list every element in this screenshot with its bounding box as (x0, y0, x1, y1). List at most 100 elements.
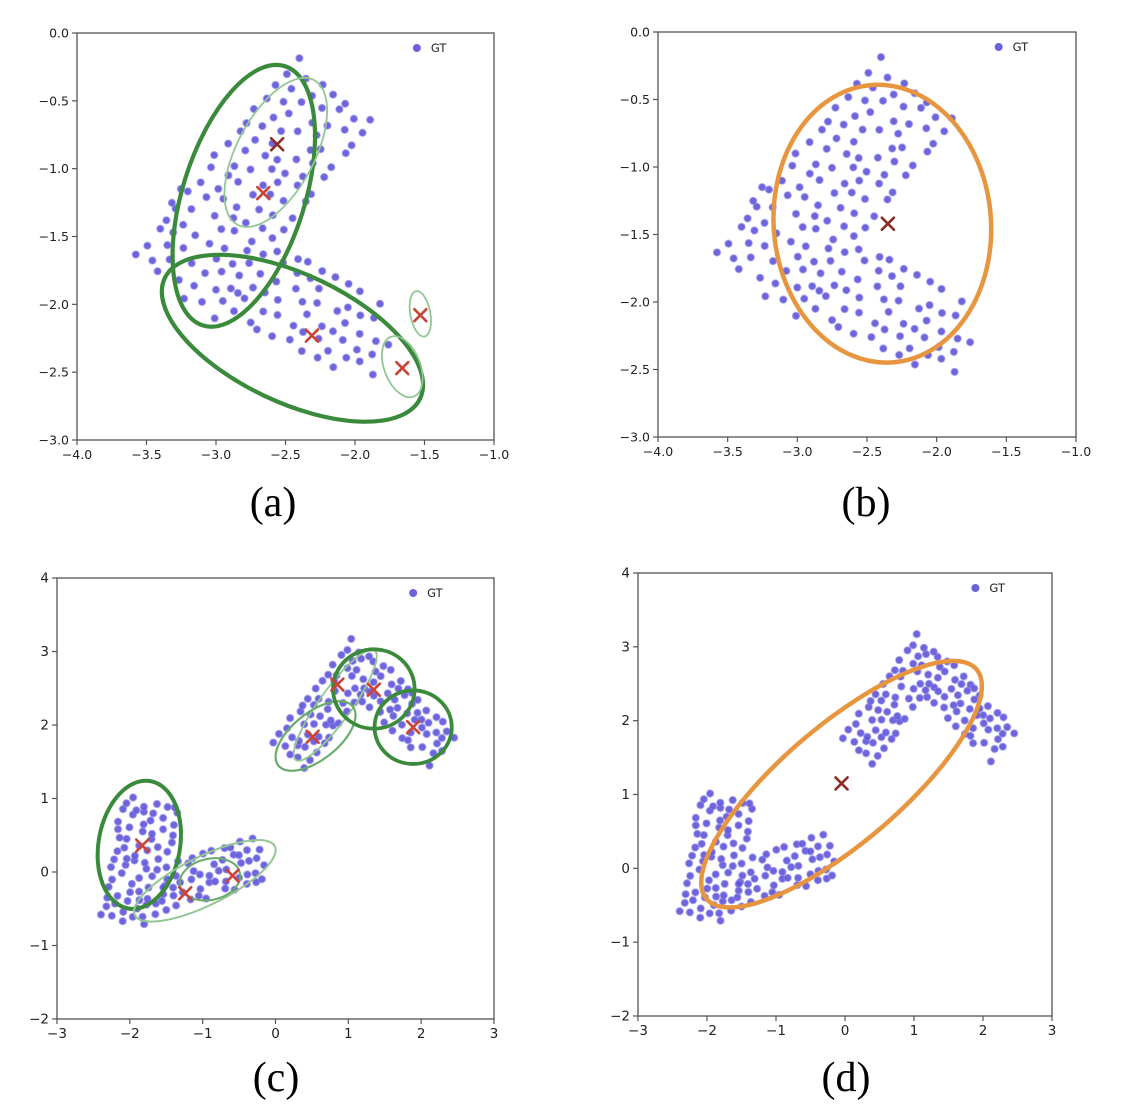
gt-point (959, 672, 968, 681)
gt-point (743, 879, 753, 889)
gt-point (120, 843, 129, 852)
gt-point (743, 214, 752, 223)
gt-point (130, 851, 140, 860)
gt-point (874, 266, 883, 275)
gt-point (970, 684, 979, 693)
gt-point (998, 742, 1007, 751)
gt-point (269, 738, 278, 747)
cluster-center-cross (134, 838, 150, 853)
gt-point (387, 680, 396, 689)
gt-point (358, 128, 367, 138)
gt-point (106, 862, 116, 872)
gt-point (745, 799, 754, 808)
x-tick-label: 2 (417, 1026, 426, 1042)
gt-point (169, 891, 178, 900)
gt-point (999, 713, 1008, 722)
gt-point (157, 896, 167, 906)
x-tick-label: −3.5 (131, 447, 161, 462)
gt-point (287, 733, 297, 742)
gt-point (442, 727, 451, 736)
gt-point (734, 879, 743, 889)
panel-b-axes: −4.0 −3.5 −3.0 −2.5 −2.0 −1.5 −1.0 0.0 −0.5 −1.0 −… (620, 25, 1092, 460)
gt-point (300, 742, 310, 752)
gt-point (107, 875, 117, 884)
gt-point (849, 137, 858, 147)
gt-point (246, 318, 255, 327)
gt-point (748, 853, 757, 862)
gt-point (241, 146, 250, 155)
gt-point (806, 847, 815, 856)
gt-point (705, 789, 715, 798)
gt-point (248, 283, 258, 292)
legend-marker-icon (971, 584, 980, 592)
gt-point (369, 691, 379, 700)
gt-point (825, 841, 835, 850)
gt-point (791, 149, 800, 158)
gt-point (876, 52, 886, 62)
gt-point (986, 757, 996, 766)
gt-point (850, 111, 860, 121)
gt-point (210, 211, 219, 221)
y-tick-label: −2 (29, 1012, 49, 1028)
gt-point (840, 179, 849, 188)
gt-point (147, 872, 157, 881)
legend-label: GT (431, 41, 448, 55)
gt-point (117, 868, 127, 878)
cluster-ellipse-med (264, 688, 367, 784)
gt-point (209, 860, 219, 869)
gt-point (743, 827, 753, 836)
gt-point (138, 827, 147, 836)
gt-point (937, 327, 946, 336)
gt-point (908, 161, 917, 170)
gt-point (314, 284, 324, 293)
gt-point (899, 264, 908, 274)
gt-point (279, 196, 288, 206)
gt-point (889, 90, 898, 99)
cluster-ellipse-light (203, 63, 348, 243)
gt-point (724, 239, 733, 248)
y-tick-label: −1 (610, 935, 630, 951)
gt-point (950, 675, 960, 685)
gt-point (685, 908, 695, 917)
gt-point (819, 830, 828, 839)
gt-point (877, 696, 886, 705)
x-tick-label: 3 (1048, 1023, 1057, 1039)
gt-point (432, 728, 441, 737)
legend: GT (409, 586, 444, 600)
gt-point (855, 176, 864, 185)
gt-point (896, 282, 905, 291)
gt-point (422, 729, 431, 739)
gt-point (823, 117, 833, 126)
gt-point (873, 282, 882, 291)
gt-point (956, 699, 965, 708)
gt-point (966, 731, 975, 741)
gt-point (148, 809, 158, 818)
gt-point (711, 870, 720, 879)
gt-point (244, 258, 254, 268)
gt-point (815, 175, 824, 185)
gt-point (791, 209, 801, 219)
gt-point (302, 310, 312, 319)
gt-point (113, 847, 122, 856)
gt-point (827, 315, 837, 325)
gt-point (252, 325, 262, 334)
gt-point (897, 682, 906, 691)
gt-point (844, 725, 853, 734)
gt-point (737, 222, 746, 232)
gt-point (279, 97, 288, 107)
gt-point (156, 224, 165, 234)
gt-point (811, 304, 820, 313)
y-tick-label: 4 (621, 566, 630, 582)
gt-point (834, 322, 843, 332)
gt-point (868, 738, 878, 747)
gt-point (782, 856, 791, 865)
gt-point (162, 905, 171, 915)
gt-point (815, 286, 824, 295)
gt-point (963, 686, 972, 695)
gt-point (854, 746, 864, 755)
gt-point (728, 861, 737, 871)
gt-point (887, 271, 897, 281)
